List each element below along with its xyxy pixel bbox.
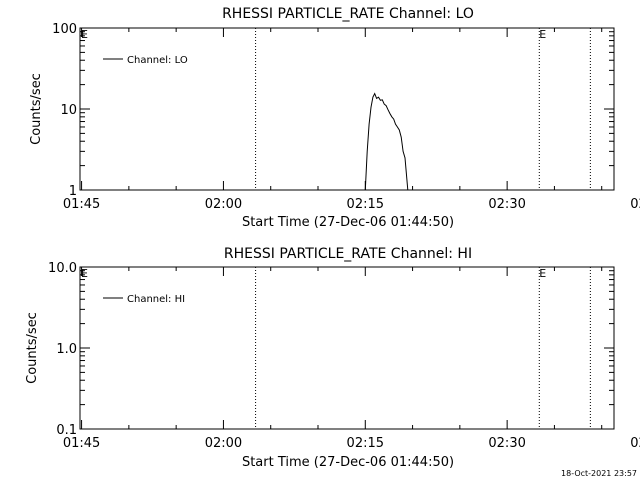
plot-frame-lo [79, 27, 615, 191]
y-axis-label-hi: Counts/sec [25, 312, 40, 384]
x-tick-label-lo: 02:45 [630, 197, 640, 212]
y-tick-label-lo: 10 [60, 103, 77, 118]
plot-area-hi: 01:4502:0002:1502:3002:4503:0003:150.11.… [48, 261, 640, 451]
plot-frame-hi [79, 266, 615, 430]
y-tick-label-lo: 100 [52, 22, 77, 37]
y-axis-label-lo: Counts/sec [29, 73, 44, 145]
x-tick-label-lo: 02:30 [488, 197, 525, 212]
event-marker-label-hi: E [539, 267, 546, 280]
x-tick-label-hi: 02:45 [630, 436, 640, 451]
x-tick-label-lo: 01:45 [63, 197, 100, 212]
y-tick-label-hi: 0.1 [56, 423, 77, 438]
y-tick-label-lo: 1 [69, 184, 77, 199]
x-tick-label-hi: 02:30 [488, 436, 525, 451]
y-tick-label-hi: 10.0 [48, 261, 77, 276]
event-marker-label-hi: E [81, 267, 88, 280]
x-tick-label-lo: 02:00 [205, 197, 242, 212]
y-tick-label-hi: 1.0 [56, 342, 77, 357]
chart-title-hi: RHESSI PARTICLE_RATE Channel: HI [224, 246, 472, 262]
x-tick-label-hi: 02:00 [205, 436, 242, 451]
x-axis-label-hi: Start Time (27-Dec-06 01:44:50) [242, 455, 454, 470]
legend-label-lo: Channel: LO [127, 55, 188, 66]
x-tick-label-hi: 01:45 [63, 436, 100, 451]
x-tick-label-hi: 02:15 [347, 436, 384, 451]
event-marker-label-lo: E [81, 28, 88, 41]
event-marker-label-lo: E [539, 28, 546, 41]
legend-label-hi: Channel: HI [127, 294, 185, 305]
x-tick-label-lo: 02:15 [347, 197, 384, 212]
timestamp-stamp: 18-Oct-2021 23:57 [561, 469, 637, 478]
series-line-lo [364, 92, 409, 191]
plot-area-lo: 01:4502:0002:1502:3002:4503:0003:1511010… [52, 22, 640, 212]
x-axis-label-lo: Start Time (27-Dec-06 01:44:50) [242, 215, 454, 230]
chart-title-lo: RHESSI PARTICLE_RATE Channel: LO [222, 6, 474, 22]
